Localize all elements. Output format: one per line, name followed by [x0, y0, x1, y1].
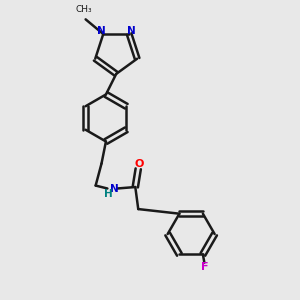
Text: CH₃: CH₃	[76, 5, 92, 14]
Text: N: N	[97, 26, 105, 36]
Text: F: F	[202, 262, 209, 272]
Text: O: O	[135, 158, 144, 169]
Text: N: N	[110, 184, 118, 194]
Text: N: N	[127, 26, 136, 36]
Text: H: H	[104, 189, 113, 199]
